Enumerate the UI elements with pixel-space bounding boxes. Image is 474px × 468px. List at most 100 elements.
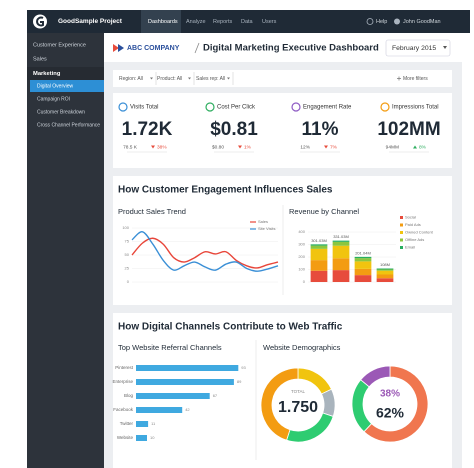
bar-total-label: 201.04M [355, 250, 371, 255]
kpi-label: Visits Total [130, 105, 158, 111]
help-icon [366, 18, 374, 25]
value-label: 10 [150, 435, 155, 440]
sidebar [27, 33, 104, 468]
kpi-icon [205, 102, 215, 112]
bar [136, 379, 234, 385]
section-panel [113, 313, 452, 468]
legend-label: Offline Ads [405, 237, 424, 242]
bar-segment [332, 270, 350, 282]
section-title: How Digital Channels Contribute to Web T… [118, 322, 343, 333]
y-tick-label: 0 [127, 279, 130, 284]
sidebar-item[interactable]: Customer Experience [33, 42, 86, 48]
section-title: How Customer Engagement Influences Sales [118, 185, 333, 196]
company-logo [118, 44, 124, 52]
bar-segment [376, 268, 394, 270]
dashboard-title: Digital Marketing Executive Dashboard [203, 43, 379, 54]
y-tick-label: 200 [298, 254, 305, 259]
category-label: Enterprise [112, 379, 133, 384]
caret [150, 77, 153, 80]
chart-title: Top Website Referral Channels [118, 343, 222, 352]
filter-bar [113, 70, 452, 87]
sidebar-subitem[interactable]: Digital Overview [37, 83, 74, 89]
bar-segment [354, 258, 372, 262]
kpi-panel [113, 93, 452, 168]
bar-segment [376, 274, 394, 279]
value-label: 42 [185, 407, 190, 412]
legend-swatch [400, 223, 403, 227]
y-tick-label: 400 [298, 229, 305, 234]
value-label: 67 [213, 393, 218, 398]
kpi-label: Engagement Rate [303, 105, 352, 111]
legend-label: Social [405, 215, 416, 220]
period[interactable]: February 2015 [392, 45, 436, 52]
nav-tab[interactable]: Dashboards [148, 19, 178, 25]
caret [227, 77, 230, 80]
trend-arrow [413, 145, 417, 149]
bar [136, 407, 183, 413]
filter[interactable]: Region: All [119, 76, 143, 82]
active-tab [141, 10, 181, 33]
kpi-previous: 78.5 K [123, 144, 138, 150]
category-label: Pinterest [115, 365, 134, 370]
more-filters[interactable]: More filters [403, 76, 428, 82]
legend-swatch [400, 216, 403, 219]
kpi-value: 102MM [377, 119, 440, 140]
bar-total-label: 301.03M [311, 238, 327, 243]
kpi-label: Impressions Total [392, 105, 439, 111]
legend-label: Owned Content [405, 230, 434, 235]
sidebar-subitem[interactable]: Campaign ROI [37, 96, 70, 102]
sidebar-subitem[interactable]: Cross Channel Performance [37, 122, 100, 128]
nav-tab[interactable]: Data [241, 19, 254, 25]
sidebar-item[interactable]: Sales [33, 56, 47, 62]
filter[interactable]: Product: All [157, 76, 182, 82]
company-logo [113, 44, 119, 52]
period-dropdown[interactable] [385, 39, 451, 57]
value-label: 93 [241, 365, 246, 370]
line-series [131, 231, 279, 272]
user-name[interactable]: John GoodMan [403, 19, 441, 25]
kpi-icon [118, 102, 128, 112]
sidebar-section [27, 67, 104, 80]
kpi-value: $0.81 [210, 119, 258, 140]
donut-center-label: TOTAL [291, 389, 306, 394]
kpi-icon [291, 102, 301, 112]
logo-mark [36, 16, 44, 27]
filter[interactable]: Sales rep: All [196, 76, 225, 82]
bar [136, 365, 239, 371]
y-tick-label: 25 [125, 266, 130, 271]
bar [136, 393, 210, 399]
bar-segment [332, 258, 350, 271]
category-label: Website [117, 435, 134, 440]
chart-title: Product Sales Trend [118, 207, 186, 216]
kpi-change: 8% [419, 144, 427, 150]
bar-segment [354, 275, 372, 282]
trend-arrow [238, 145, 242, 149]
bar-segment [310, 248, 328, 261]
kpi-value: 1.72K [122, 119, 173, 140]
nav-tab[interactable]: Users [262, 19, 277, 25]
kpi-change: 38% [157, 144, 167, 150]
caret [188, 77, 191, 80]
donut-center-value: 38% [380, 389, 400, 400]
sidebar-active [30, 80, 104, 92]
bar-segment [310, 270, 328, 282]
project-name: GoodSample Project [58, 18, 123, 25]
legend-swatch [400, 246, 403, 249]
kpi-previous: 12% [300, 144, 310, 150]
sidebar-section-title[interactable]: Marketing [33, 71, 61, 77]
bar-segment [376, 278, 394, 282]
top-bar [27, 10, 470, 33]
separator [194, 42, 200, 54]
nav-tab[interactable]: Analyze [186, 19, 206, 25]
help-link[interactable]: Help [376, 19, 387, 25]
y-tick-label: 100 [122, 225, 129, 230]
bar-segment [310, 260, 328, 271]
sidebar-subitem[interactable]: Customer Breakdown [37, 109, 85, 115]
kpi-change: 1% [244, 144, 252, 150]
donut-segment [260, 367, 299, 441]
trend-arrow [151, 145, 155, 149]
nav-tab[interactable]: Reports [213, 19, 233, 25]
bar-segment [310, 244, 328, 246]
kpi-icon [380, 102, 390, 112]
